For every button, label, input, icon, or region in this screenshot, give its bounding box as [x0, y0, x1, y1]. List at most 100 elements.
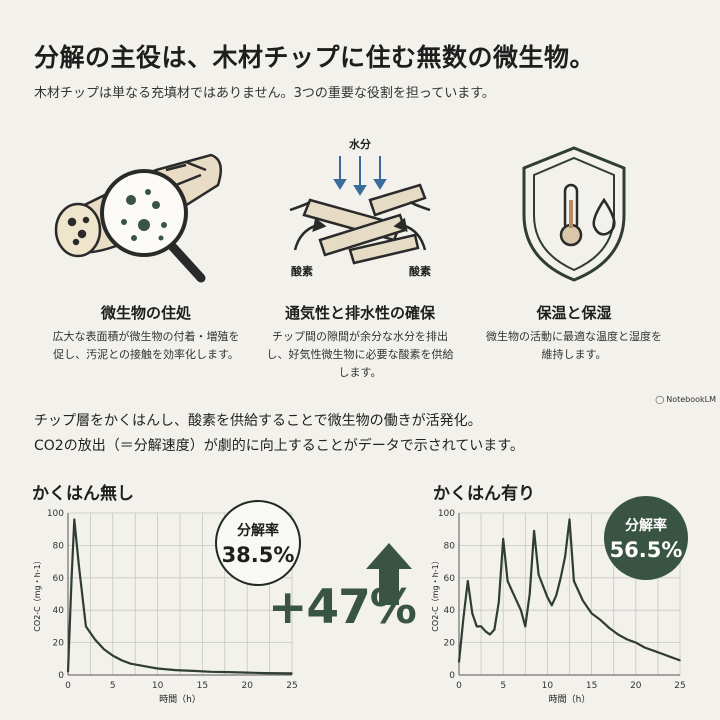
- data-point: [537, 573, 540, 576]
- data-point: [85, 625, 87, 628]
- y-tick-label: 80: [444, 541, 456, 551]
- data-point: [489, 633, 491, 636]
- x-tick-label: 20: [241, 681, 253, 691]
- chart-without-stirring: 0 20 40 60 80 100 0 5 10 15 20 25 時間（h） CO2-C（mg・h-1）: [33, 509, 298, 705]
- data-point: [506, 580, 509, 582]
- decomposition-rate-badge-left: 分解率 38.5%: [215, 500, 301, 586]
- magnifier-on-log-icon: [54, 153, 223, 283]
- decomposition-rate-badge-right: 分解率 56.5%: [604, 496, 688, 580]
- data-point: [573, 580, 575, 582]
- data-point: [511, 589, 513, 592]
- data-point: [528, 593, 531, 595]
- data-point: [502, 538, 504, 540]
- y-tick-label: 100: [438, 509, 455, 519]
- x-tick-label: 15: [586, 681, 597, 691]
- data-point: [70, 577, 73, 579]
- data-point: [73, 518, 76, 521]
- data-point: [467, 580, 469, 582]
- x-tick-label: 5: [110, 681, 116, 691]
- data-point: [94, 638, 96, 641]
- oxygen-label-left: 酸素: [291, 264, 313, 278]
- shield-thermometer-drop-icon: [522, 146, 626, 282]
- y-tick-label: 40: [444, 606, 456, 616]
- data-point: [156, 667, 159, 670]
- up-arrow-icon: [366, 543, 412, 605]
- notebooklm-icon: ◯: [655, 395, 665, 404]
- data-point: [112, 654, 114, 657]
- data-point: [120, 659, 123, 662]
- data-point: [608, 627, 611, 629]
- y-tick-label: 80: [53, 541, 65, 551]
- x-axis-label: 時間（h）: [159, 694, 201, 705]
- data-point: [617, 633, 619, 636]
- x-tick-label: 10: [152, 681, 164, 691]
- data-point: [524, 625, 527, 628]
- feature-description: チップ間の隙間が余分な水分を排出 し、好気性微生物に必要な酸素を供給 します。: [266, 330, 454, 379]
- x-tick-label: 0: [456, 681, 462, 691]
- data-point: [493, 628, 496, 631]
- x-tick-label: 0: [65, 681, 71, 691]
- data-point: [670, 656, 672, 658]
- brand-logo: ◯ NotebookLM: [655, 395, 716, 404]
- y-tick-label: 60: [444, 574, 456, 584]
- data-point: [192, 670, 195, 672]
- y-tick-label: 40: [53, 606, 65, 616]
- feature-habitat: 微生物の住処 広大な表面積が微生物の付着・増殖を 促し、汚泥との接触を効率化しま…: [36, 120, 256, 390]
- summary-line-2: CO2の放出（＝分解速度）が劇的に向上することがデータで示されています。: [34, 438, 524, 454]
- feature-aeration: 水分 酸素 酸素 通気性と排水性の確保 チップ間の隙間が余分な水分を排出 し、好…: [250, 120, 470, 390]
- data-point: [264, 672, 266, 674]
- x-tick-label: 25: [286, 681, 297, 691]
- y-tick-label: 100: [47, 509, 64, 519]
- data-point: [480, 625, 482, 628]
- data-point: [228, 671, 231, 673]
- data-point: [564, 555, 566, 558]
- y-axis-label: CO2-C（mg・h-1）: [33, 556, 42, 631]
- data-point: [497, 601, 500, 603]
- y-tick-label: 20: [444, 639, 456, 649]
- feature-title: 保温と保湿: [536, 304, 612, 322]
- summary-line-1: チップ層をかくはんし、酸素を供給することで微生物の働きが活発化。: [34, 413, 482, 429]
- x-tick-label: 25: [674, 681, 685, 691]
- data-point: [679, 659, 681, 662]
- data-point: [551, 604, 553, 607]
- data-point: [129, 662, 132, 665]
- data-point: [475, 625, 478, 628]
- series-line: [66, 518, 293, 675]
- x-tick-label: 20: [630, 681, 642, 691]
- data-point: [581, 599, 584, 602]
- data-point: [174, 669, 177, 671]
- x-tick-label: 15: [197, 681, 208, 691]
- y-tick-label: 60: [53, 574, 65, 584]
- water-label: 水分: [349, 137, 371, 151]
- x-axis-label: 時間（h）: [549, 694, 591, 705]
- feature-description: 微生物の活動に最適な温度と湿度を 維持します。: [486, 330, 662, 361]
- data-point: [471, 612, 474, 615]
- data-point: [458, 661, 460, 663]
- aeration-wood-chips-icon: 水分 酸素 酸素: [289, 137, 431, 278]
- data-point: [210, 670, 213, 673]
- data-point: [643, 646, 646, 649]
- feature-description: 広大な表面積が微生物の付着・増殖を 促し、汚泥との接触を効率化します。: [52, 330, 240, 361]
- data-point: [626, 638, 628, 641]
- data-point: [138, 664, 141, 667]
- data-point: [568, 518, 571, 521]
- chart-title-right: かくはん有り: [433, 484, 535, 504]
- y-tick-label: 0: [58, 671, 64, 681]
- y-tick-label: 20: [53, 639, 65, 649]
- feature-title: 微生物の住処: [100, 304, 191, 322]
- feature-insulation: 保温と保湿 微生物の活動に最適な温度と湿度を 維持します。: [464, 120, 684, 390]
- data-point: [462, 617, 465, 620]
- data-point: [533, 530, 535, 532]
- data-point: [546, 596, 549, 599]
- data-point: [635, 641, 637, 644]
- data-point: [555, 594, 558, 597]
- data-point: [246, 671, 248, 674]
- x-tick-label: 10: [542, 681, 554, 691]
- data-point: [520, 609, 522, 611]
- feature-title: 通気性と排水性の確保: [284, 304, 435, 322]
- improvement-percentage: +47%: [268, 580, 417, 635]
- data-point: [77, 564, 80, 566]
- data-point: [559, 577, 562, 579]
- chart-title-left: かくはん無し: [32, 484, 134, 504]
- data-point: [291, 672, 293, 675]
